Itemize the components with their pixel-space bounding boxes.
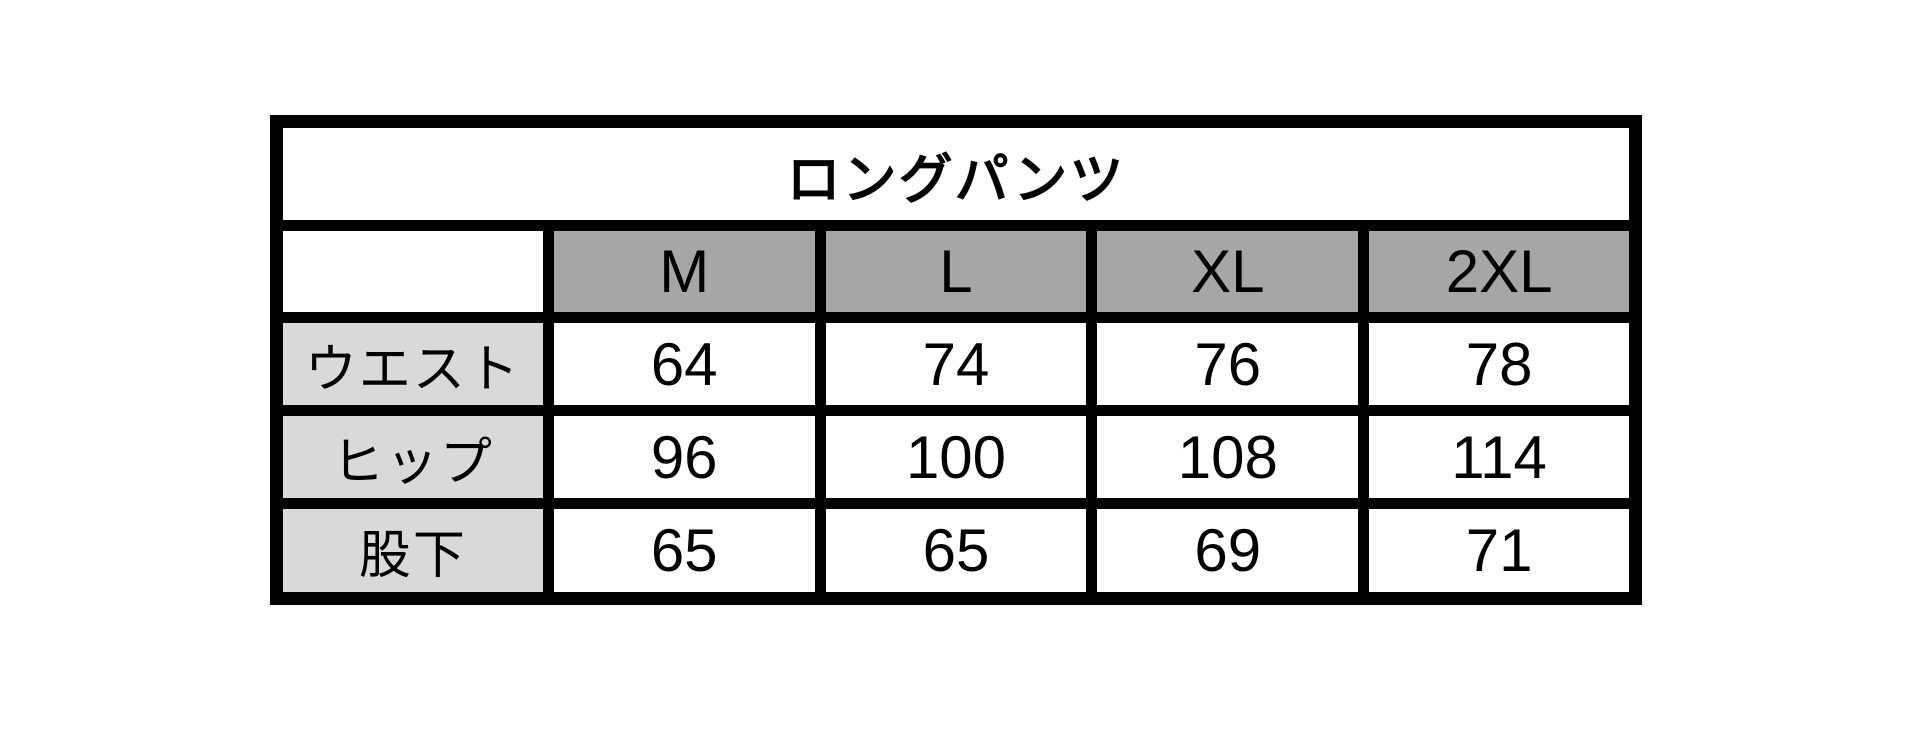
- cell-waist-m: 64: [542, 312, 826, 416]
- table-row-inseam: 股下 65 65 69 71: [271, 498, 1641, 604]
- cell-hip-2xl: 114: [1358, 405, 1641, 509]
- cell-waist-l: 74: [814, 312, 1098, 416]
- row-label-inseam: 股下: [271, 498, 554, 604]
- cell-hip-m: 96: [542, 405, 826, 509]
- row-label-waist: ウエスト: [271, 312, 554, 416]
- cell-waist-2xl: 78: [1358, 312, 1641, 416]
- table-title: ロングパンツ: [271, 116, 1641, 231]
- table-row-waist: ウエスト 64 74 76 78: [271, 312, 1641, 416]
- cell-inseam-xl: 69: [1086, 498, 1370, 604]
- cell-waist-xl: 76: [1086, 312, 1370, 416]
- cell-hip-l: 100: [814, 405, 1098, 509]
- cell-inseam-m: 65: [542, 498, 826, 604]
- cell-hip-xl: 108: [1086, 405, 1370, 509]
- cell-inseam-2xl: 71: [1358, 498, 1641, 604]
- size-header-m: M: [542, 220, 826, 323]
- size-header-row: M L XL 2XL: [271, 220, 1641, 323]
- row-label-hip: ヒップ: [271, 405, 554, 509]
- size-header-l: L: [814, 220, 1098, 323]
- size-chart-table: ロングパンツ M L XL 2XL ウエスト 64 74 76 78 ヒップ 9…: [270, 115, 1642, 605]
- title-row: ロングパンツ: [271, 116, 1641, 231]
- size-header-xl: XL: [1086, 220, 1370, 323]
- cell-inseam-l: 65: [814, 498, 1098, 604]
- corner-cell: [271, 220, 554, 323]
- size-header-2xl: 2XL: [1358, 220, 1641, 323]
- table-row-hip: ヒップ 96 100 108 114: [271, 405, 1641, 509]
